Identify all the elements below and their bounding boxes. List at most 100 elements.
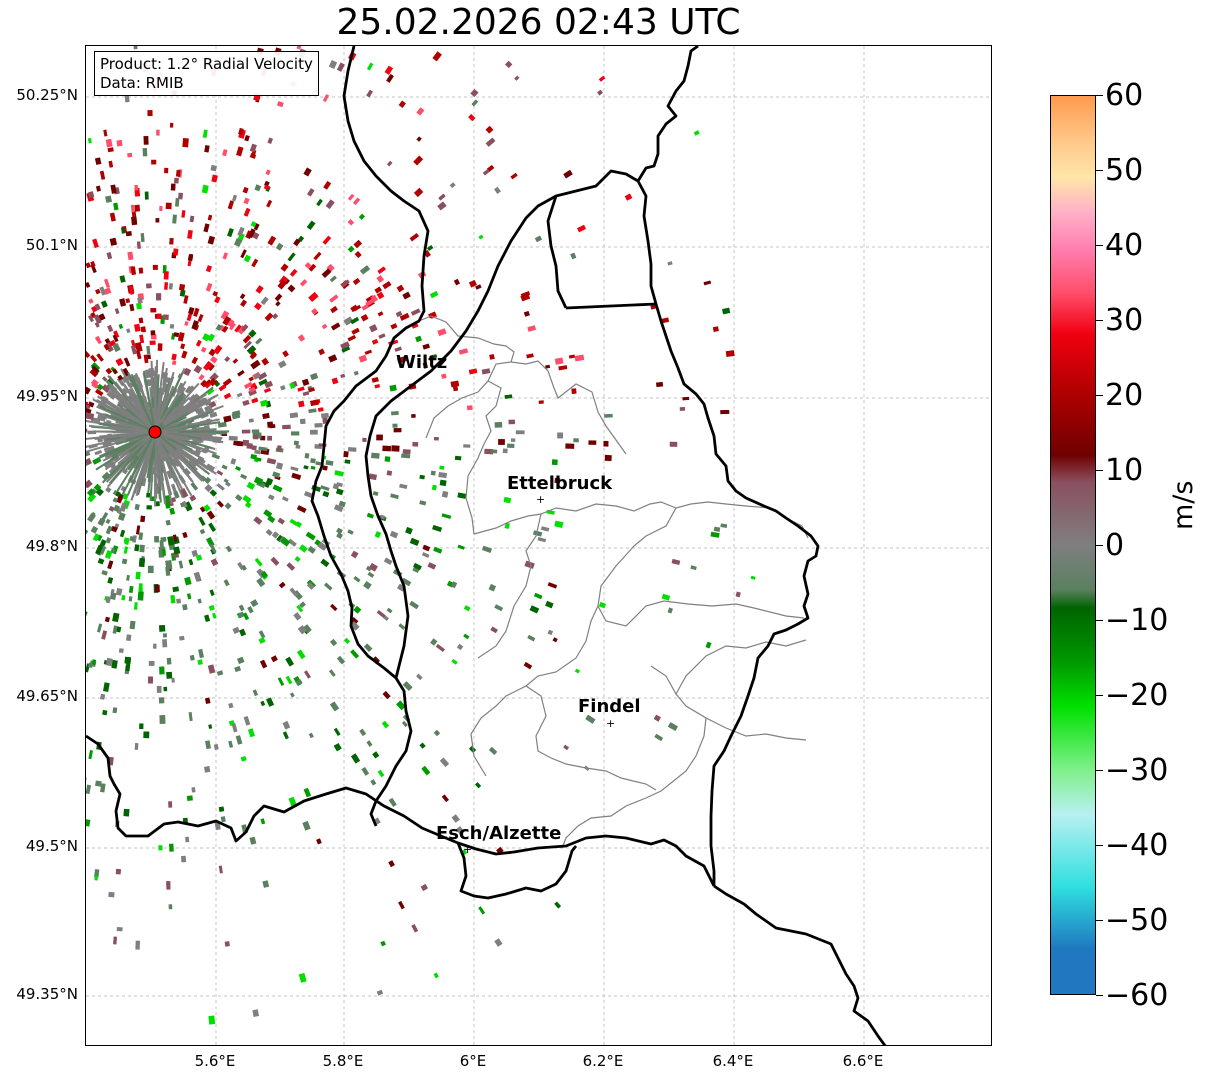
colorbar-unit-label: m/s [1168, 480, 1199, 530]
velocity-bin [185, 836, 190, 843]
city-findel[interactable]: Findel + [578, 696, 641, 730]
velocity-bin [396, 284, 405, 293]
velocity-bin [371, 376, 379, 383]
velocity-bin [94, 321, 100, 328]
velocity-bin [263, 387, 272, 393]
velocity-bin [112, 334, 119, 343]
velocity-bin [320, 485, 330, 491]
velocity-bin [504, 394, 513, 399]
velocity-bin [282, 720, 291, 730]
velocity-bin [296, 505, 307, 514]
velocity-bin [669, 441, 678, 447]
velocity-bin [433, 972, 439, 979]
city-wiltz[interactable]: Wiltz [396, 352, 447, 373]
velocity-bin [409, 233, 419, 242]
velocity-bin [456, 826, 464, 835]
velocity-bin [151, 159, 157, 165]
velocity-bin [415, 335, 423, 343]
velocity-bin [310, 458, 316, 464]
velocity-bin [328, 59, 338, 69]
radar-site-marker-icon[interactable] [148, 425, 162, 439]
velocity-bin [328, 669, 336, 677]
velocity-bin [261, 481, 270, 489]
velocity-bin [656, 381, 664, 388]
velocity-bin [452, 385, 459, 392]
velocity-bin [438, 472, 448, 479]
velocity-bin [333, 743, 342, 752]
velocity-bin [242, 494, 252, 504]
velocity-bin [463, 633, 470, 640]
velocity-bin [217, 421, 227, 428]
velocity-bin [201, 184, 209, 194]
velocity-bin [363, 581, 372, 590]
velocity-bin [172, 534, 178, 542]
velocity-bin [370, 294, 379, 303]
velocity-bin [388, 860, 395, 868]
velocity-bin [97, 558, 105, 565]
velocity-bin [323, 582, 333, 591]
velocity-bin [130, 345, 138, 355]
velocity-bin [353, 304, 362, 312]
velocity-bin [94, 431, 156, 440]
city-esch[interactable]: Esch/Alzette + [436, 823, 561, 856]
velocity-bin [287, 284, 296, 293]
velocity-bin [322, 465, 328, 471]
velocity-bin [340, 279, 350, 288]
velocity-bin [154, 431, 171, 496]
velocity-bin [200, 448, 208, 454]
velocity-bin [376, 610, 386, 618]
velocity-bin [191, 549, 199, 557]
city-ettelbruck[interactable]: Ettelbruck + [507, 473, 613, 506]
velocity-bin [146, 505, 152, 510]
velocity-bin [574, 354, 585, 362]
velocity-bin [207, 363, 215, 372]
velocity-bin [211, 174, 218, 183]
velocity-bin [138, 317, 144, 324]
velocity-bin [344, 459, 351, 464]
velocity-bin [267, 137, 274, 144]
velocity-bin [332, 483, 340, 490]
velocity-bin [371, 338, 379, 345]
velocity-bin [90, 378, 99, 387]
velocity-bin [210, 558, 219, 567]
velocity-bin [308, 387, 315, 393]
velocity-bin [285, 675, 293, 685]
velocity-bin [148, 661, 155, 666]
velocity-bin [88, 298, 94, 304]
velocity-bin [333, 727, 341, 737]
velocity-bin [173, 546, 181, 555]
velocity-bin [471, 99, 479, 107]
velocity-bin [358, 213, 365, 220]
velocity-bin [99, 545, 107, 556]
product-info-box: Product: 1.2° Radial Velocity Data: RMIB [94, 51, 319, 96]
velocity-bin [110, 588, 115, 595]
velocity-bin [118, 512, 126, 521]
velocity-bin [253, 223, 260, 231]
velocity-bin [266, 199, 273, 208]
velocity-bin [90, 260, 96, 268]
velocity-bin [159, 205, 163, 212]
velocity-bin [162, 633, 168, 638]
velocity-bin [236, 392, 243, 398]
velocity-bin [94, 303, 101, 311]
velocity-bin [362, 437, 367, 442]
velocity-bin [143, 354, 149, 364]
velocity-bin [181, 210, 186, 218]
velocity-bin [340, 373, 346, 378]
velocity-bin [350, 316, 360, 325]
velocity-bin [318, 348, 325, 356]
velocity-bin [597, 89, 604, 96]
velocity-bin [169, 507, 176, 515]
radar-map[interactable]: Wiltz Ettelbruck + Findel + Esch/Alzette… [85, 45, 992, 1046]
velocity-bin [99, 539, 107, 548]
velocity-bin [603, 440, 609, 447]
velocity-bin [182, 500, 188, 508]
velocity-bin [598, 75, 606, 82]
velocity-bin [171, 360, 177, 366]
colorbar-tick-mark [1096, 770, 1103, 771]
velocity-bin [186, 593, 192, 600]
velocity-bin [353, 370, 359, 376]
velocity-bin [165, 560, 173, 570]
velocity-bin [247, 606, 254, 614]
velocity-bin [523, 311, 530, 317]
